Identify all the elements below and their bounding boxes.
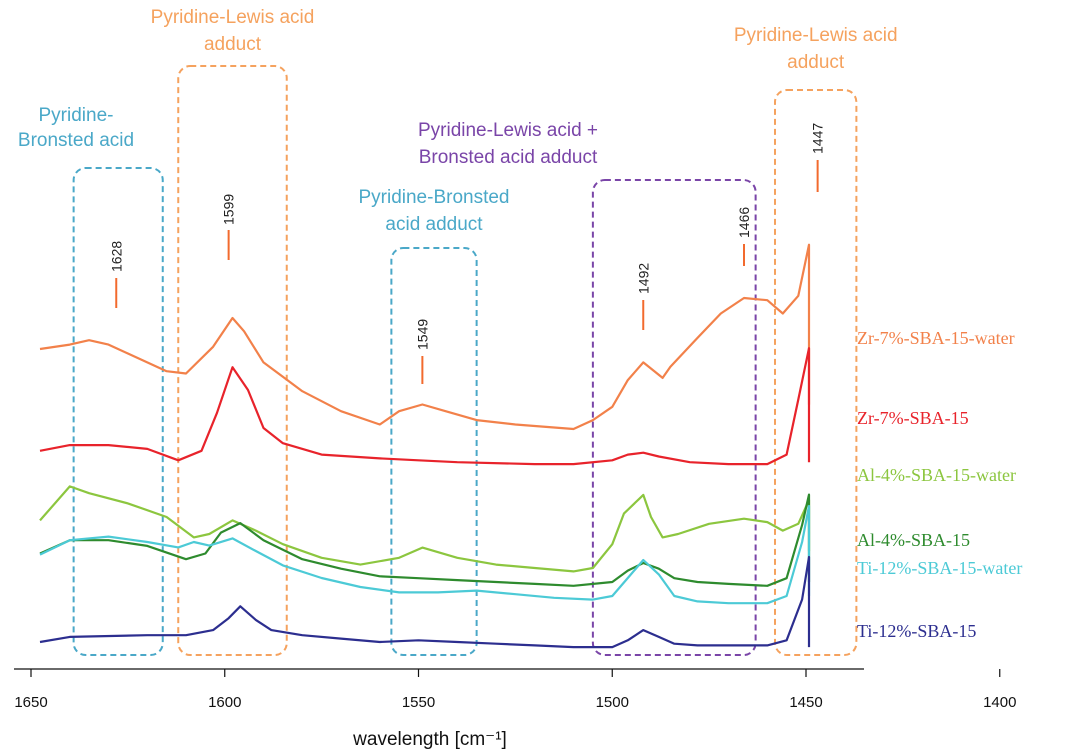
series-label-4: Ti-12%-SBA-15-water (857, 558, 1022, 578)
peak-labels-layer: 1628 1599 1549 1492 1466 1447 (108, 123, 826, 384)
series-line-ti-12-sba-15-water (39, 504, 811, 605)
region-box-3 (591, 179, 757, 656)
peak-label-1466: 1466 (736, 207, 752, 238)
x-tick-label-1600: 1600 (208, 694, 241, 711)
x-tick-label-1500: 1500 (596, 694, 629, 711)
series-label-5: Ti-12%-SBA-15 (857, 621, 976, 641)
series-labels-layer: Zr-7%-SBA-15-water Zr-7%-SBA-15 Al-4%-SBA-… (857, 328, 1022, 641)
x-tick-label-1650: 1650 (14, 694, 47, 711)
region-label-2-0: Pyridine-Bronsted (358, 187, 509, 208)
region-box-2 (390, 247, 478, 656)
region-box-0 (72, 167, 164, 656)
peak-label-1599: 1599 (221, 194, 237, 225)
region-label-3-1: Bronsted acid adduct (419, 147, 598, 168)
series-label-3: Al-4%-SBA-15 (857, 530, 970, 550)
region-label-4-0: Pyridine-Lewis acid (734, 25, 898, 46)
x-axis: 1650 1600 1550 1500 1450 1400 (14, 668, 1016, 711)
region-box-1 (177, 65, 288, 656)
region-label-2-1: acid adduct (385, 214, 483, 235)
x-axis-label: wavelength [cm⁻¹] (352, 729, 507, 750)
series-layer (39, 243, 811, 649)
x-tick-label-1550: 1550 (402, 694, 435, 711)
series-line-al-4-sba-15-water (39, 485, 811, 573)
series-label-2: Al-4%-SBA-15-water (857, 465, 1016, 485)
region-label-4-1: adduct (787, 52, 845, 73)
region-label-0-1: Bronsted acid (18, 130, 134, 151)
peak-label-1447: 1447 (810, 123, 826, 154)
series-label-0: Zr-7%-SBA-15-water (857, 328, 1015, 348)
peak-label-1549: 1549 (414, 319, 430, 350)
series-line-zr-7-sba-15 (39, 347, 811, 466)
region-box-4 (774, 89, 858, 656)
region-label-1-0: Pyridine-Lewis acid (151, 7, 315, 28)
peak-label-1492: 1492 (635, 263, 651, 294)
region-label-0-0: Pyridine- (39, 105, 114, 126)
region-label-3-0: Pyridine-Lewis acid + (418, 120, 598, 141)
regions-layer: Pyridine- Bronsted acid Pyridine-Lewis aci… (18, 7, 898, 656)
x-tick-label-1450: 1450 (789, 694, 822, 711)
peak-label-1628: 1628 (108, 241, 124, 272)
series-line-al-4-sba-15 (39, 493, 811, 587)
region-label-1-1: adduct (204, 34, 262, 55)
series-label-1: Zr-7%-SBA-15 (857, 408, 969, 428)
series-line-ti-12-sba-15 (39, 555, 811, 649)
series-line-zr-7-sba-15-water (39, 243, 811, 431)
x-tick-label-1400: 1400 (983, 694, 1016, 711)
